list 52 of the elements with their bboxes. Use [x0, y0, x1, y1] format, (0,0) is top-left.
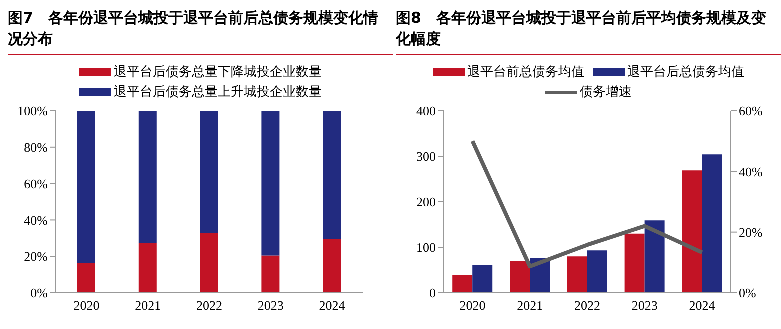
x-tick-label: 2021: [135, 298, 162, 314]
x-tick-label: 2024: [319, 298, 346, 314]
y-tick-label: 300: [416, 149, 436, 164]
y2-tick-label: 20%: [739, 224, 763, 240]
bar: [624, 234, 645, 293]
bar: [567, 256, 588, 293]
bar: [472, 265, 493, 293]
x-tick-label: 2023: [258, 298, 284, 314]
chart-title: 图8 各年份退平台城投于退平台前后平均债务规模及变化幅度: [396, 8, 781, 55]
bar: [587, 250, 608, 293]
y-tick-label: 80%: [24, 140, 48, 156]
x-tick-label: 2021: [517, 298, 544, 314]
bar: [644, 220, 665, 293]
y2-tick-label: 40%: [739, 164, 763, 180]
legend-label: 退平台后债务总量下降城投企业数量: [114, 64, 322, 81]
y-tick-label: 0: [430, 286, 436, 301]
y-tick-label: 100: [416, 240, 436, 256]
y-tick-label: 100%: [18, 104, 48, 119]
y-tick-label: 40%: [24, 212, 48, 228]
bar: [138, 242, 157, 293]
x-tick-label: 2022: [574, 298, 600, 314]
chart-title: 图7 各年份退平台城投于退平台前后总债务规模变化情况分布: [8, 8, 393, 55]
bar: [323, 239, 342, 293]
bar: [262, 256, 280, 293]
y-tick-label: 200: [416, 194, 436, 210]
x-tick-label: 2020: [74, 298, 100, 314]
x-tick-label: 2020: [460, 298, 486, 314]
line-series: [470, 139, 704, 269]
x-tick-label: 2022: [196, 298, 222, 314]
legend-label: 债务增速: [580, 84, 632, 101]
y-tick-label: 20%: [24, 249, 48, 264]
bar: [77, 111, 96, 263]
y-tick-label: 400: [416, 104, 436, 119]
bar: [452, 275, 473, 293]
bar: [262, 111, 280, 256]
y2-tick-label: 0%: [739, 286, 756, 301]
y-tick-label: 60%: [24, 176, 48, 192]
bar: [200, 111, 218, 233]
bar: [138, 111, 157, 243]
legend-label: 退平台后债务总量上升城投企业数量: [114, 84, 322, 101]
x-tick-label: 2024: [689, 298, 716, 314]
bar: [510, 261, 530, 293]
bar: [77, 262, 96, 293]
bar: [702, 154, 722, 293]
bar: [200, 232, 218, 293]
bar: [682, 170, 702, 293]
y-tick-label: 0%: [30, 286, 48, 301]
y2-tick-label: 60%: [739, 104, 763, 119]
bar: [323, 111, 342, 240]
legend-label: 退平台前总债务均值: [468, 64, 584, 81]
legend-label: 退平台后总债务均值: [628, 64, 744, 81]
x-tick-label: 2023: [632, 298, 658, 314]
